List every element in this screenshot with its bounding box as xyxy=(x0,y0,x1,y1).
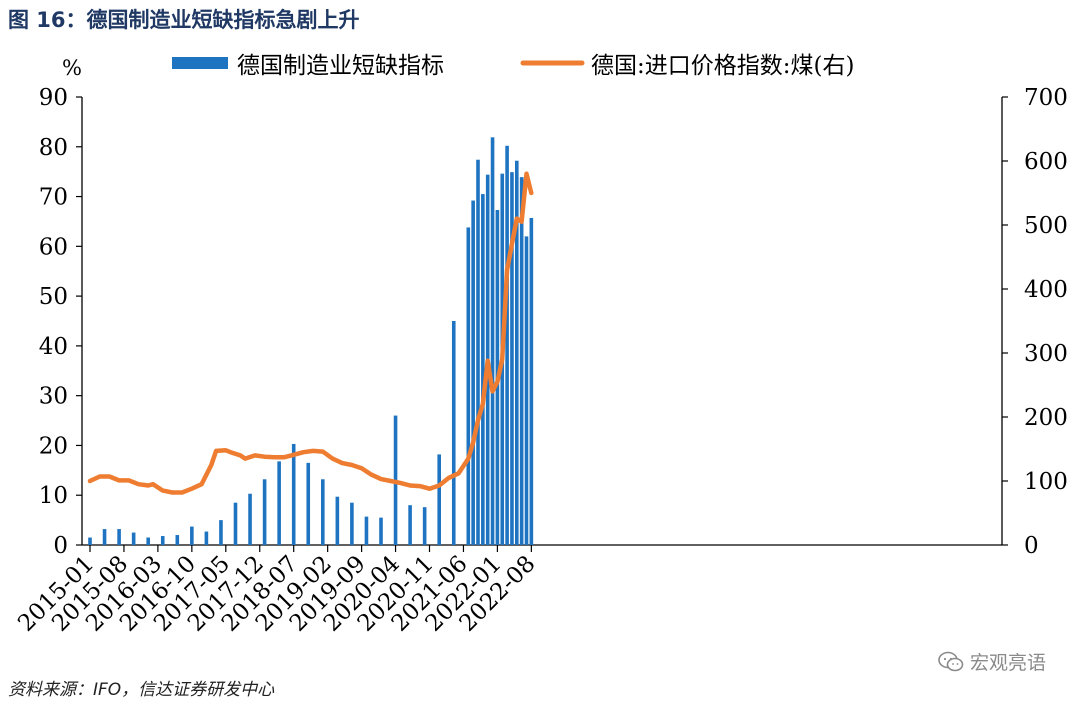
bar xyxy=(437,454,441,545)
bar xyxy=(102,529,107,545)
bar xyxy=(233,502,238,545)
y-right-tick-label: 300 xyxy=(1024,341,1068,367)
bar xyxy=(505,145,509,545)
bar xyxy=(88,537,92,545)
line-path xyxy=(87,171,534,495)
y-right-tick-label: 500 xyxy=(1024,213,1068,239)
bar xyxy=(466,227,471,545)
y-left-tick-label: 30 xyxy=(39,384,68,410)
watermark-text: 宏观亮语 xyxy=(969,652,1046,674)
bar xyxy=(291,443,296,545)
bar xyxy=(476,159,480,545)
y-left-tick-label: 80 xyxy=(39,135,68,161)
source-note: 资料来源：IFO，信达证券研发中心 xyxy=(8,680,275,700)
bar xyxy=(529,217,534,545)
bar xyxy=(277,461,281,545)
y-left-tick-label: 20 xyxy=(39,433,68,459)
y-left-tick-label: 70 xyxy=(39,185,68,211)
y-right-tick-label: 400 xyxy=(1024,277,1068,303)
bar xyxy=(117,529,121,545)
y-left-tick-label: 0 xyxy=(53,533,68,559)
bar xyxy=(335,496,340,545)
watermark: 宏观亮语 xyxy=(938,648,1046,675)
bar xyxy=(515,160,519,545)
bar xyxy=(306,462,311,545)
y-right-tick-label: 600 xyxy=(1024,149,1068,175)
y-right-tick-label: 700 xyxy=(1024,85,1068,111)
bar xyxy=(248,493,252,545)
bar xyxy=(490,137,495,545)
y-left-tick-label: 50 xyxy=(39,284,68,310)
y-right-tick-label: 0 xyxy=(1024,533,1039,559)
y-right-tick-label: 200 xyxy=(1024,405,1068,431)
bar xyxy=(408,505,412,545)
bar xyxy=(262,479,267,545)
bar xyxy=(190,526,194,545)
bar xyxy=(160,536,165,545)
axes: 0 10 20 30 40 50 60 70 80 90% 0 100 200 300 400 500 600 7… xyxy=(13,56,1068,637)
bar xyxy=(379,517,383,545)
y-left-unit: % xyxy=(62,56,82,80)
bar xyxy=(131,532,136,545)
bar xyxy=(219,520,223,545)
bar xyxy=(146,537,150,545)
bar xyxy=(451,321,456,545)
bar xyxy=(510,172,514,546)
bar xyxy=(350,502,354,545)
legend-bar-swatch xyxy=(172,57,228,69)
legend: 德国制造业短缺指标 德国:进口价格指数:煤(右) xyxy=(172,53,854,79)
y-left-tick-label: 40 xyxy=(39,334,68,360)
bar xyxy=(481,194,485,546)
y-left-tick-label: 90 xyxy=(39,85,68,111)
legend-line-label: 德国:进口价格指数:煤(右) xyxy=(591,53,854,79)
bar xyxy=(175,535,180,545)
wechat-icon xyxy=(938,651,964,671)
bar xyxy=(364,516,369,545)
bar xyxy=(204,531,209,545)
figure-title: 图 16：德国制造业短缺指标急剧上升 xyxy=(8,8,360,32)
bar xyxy=(471,200,475,545)
bar xyxy=(321,479,325,545)
bar xyxy=(519,177,524,546)
y-left-tick-label: 10 xyxy=(39,483,68,509)
legend-bar-label: 德国制造业短缺指标 xyxy=(237,53,444,79)
y-left-tick-label: 60 xyxy=(39,234,68,260)
bar xyxy=(422,507,427,545)
line-series xyxy=(87,171,534,495)
bar xyxy=(524,236,529,545)
y-right-tick-label: 100 xyxy=(1024,469,1068,495)
